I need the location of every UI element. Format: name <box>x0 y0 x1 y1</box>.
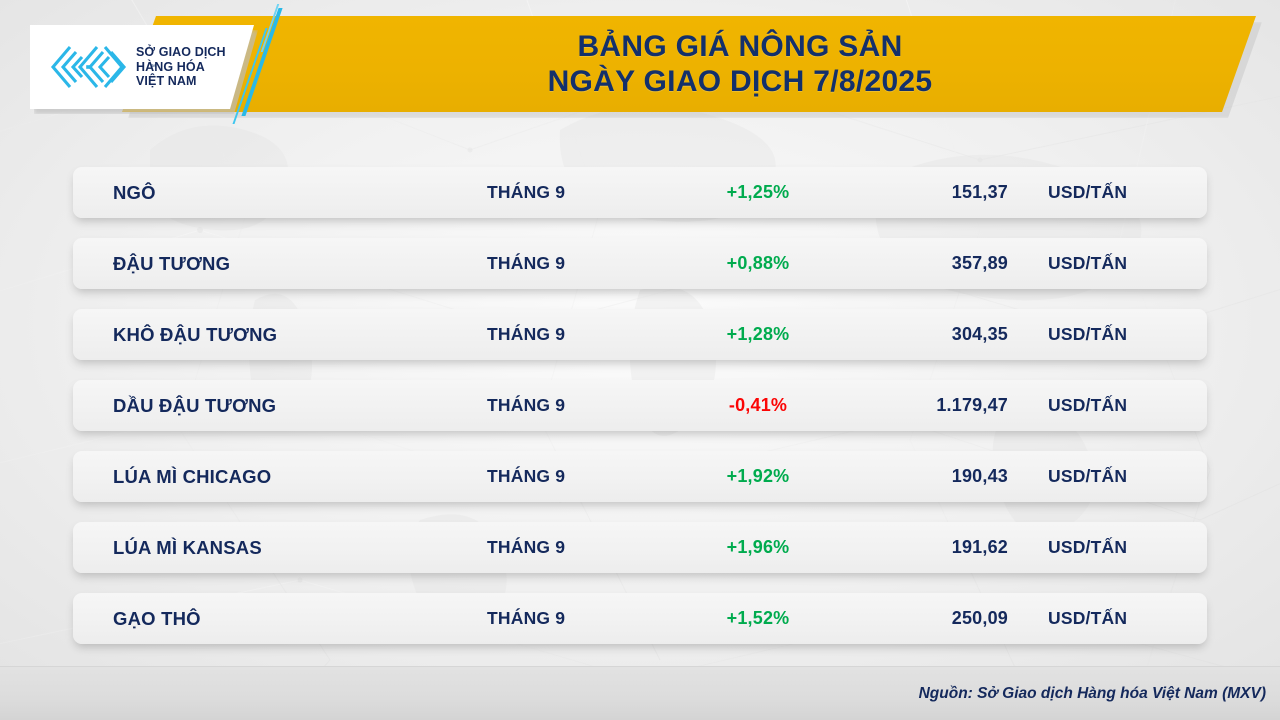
table-row[interactable]: NGÔ THÁNG 9 +1,25% 151,37 USD/TẤN <box>73 167 1207 218</box>
page-title: BẢNG GIÁ NÔNG SẢN NGÀY GIAO DỊCH 7/8/202… <box>290 16 1190 112</box>
trademark-icon: ™ <box>149 64 157 71</box>
contract-month: THÁNG 9 <box>487 324 566 344</box>
contract-month: THÁNG 9 <box>487 608 566 628</box>
page-title-line-1: BẢNG GIÁ NÔNG SẢN <box>577 29 903 63</box>
price-unit: USD/TẤN <box>1048 324 1128 344</box>
price-unit: USD/TẤN <box>1048 537 1128 557</box>
commodity-name: NGÔ <box>113 181 156 203</box>
brand-logo[interactable]: ™ SỞ GIAO DỊCH HÀNG HÓA VIỆT NAM <box>30 25 254 109</box>
contract-month: THÁNG 9 <box>487 537 566 557</box>
contract-month: THÁNG 9 <box>487 182 566 202</box>
banner-shape <box>122 16 1256 112</box>
price-value: 357,89 <box>951 253 1008 273</box>
table-row[interactable]: KHÔ ĐẬU TƯƠNG THÁNG 9 +1,28% 304,35 USD/TẤN <box>73 309 1207 360</box>
brand-line-3: VIỆT NAM <box>136 74 197 89</box>
brand-line-1: SỞ GIAO DỊCH <box>136 45 226 60</box>
mxv-chevron-logo-icon <box>50 45 127 89</box>
change-percent: +1,25% <box>726 182 790 202</box>
price-value: 1.179,47 <box>936 395 1008 415</box>
change-percent: +0,88% <box>726 253 790 273</box>
source-note: Nguồn: Sở Giao dịch Hàng hóa Việt Nam (M… <box>918 684 1266 702</box>
price-unit: USD/TẤN <box>1048 253 1128 273</box>
price-value: 191,62 <box>951 537 1008 557</box>
price-value: 151,37 <box>951 182 1008 202</box>
table-row[interactable]: LÚA MÌ KANSAS THÁNG 9 +1,96% 191,62 USD/TẤN <box>73 522 1207 573</box>
price-unit: USD/TẤN <box>1048 182 1128 202</box>
footer-bar: Nguồn: Sở Giao dịch Hàng hóa Việt Nam (M… <box>0 666 1280 720</box>
change-percent: +1,92% <box>726 466 790 486</box>
contract-month: THÁNG 9 <box>487 253 566 273</box>
commodity-name: LÚA MÌ CHICAGO <box>113 465 272 487</box>
price-value: 304,35 <box>951 324 1008 344</box>
price-unit: USD/TẤN <box>1048 608 1128 628</box>
contract-month: THÁNG 9 <box>487 466 566 486</box>
price-table: NGÔ THÁNG 9 +1,25% 151,37 USD/TẤN ĐẬU TƯƠNG TH… <box>73 167 1207 644</box>
price-unit: USD/TẤN <box>1048 466 1128 486</box>
change-percent: +1,96% <box>726 537 790 557</box>
table-row[interactable]: ĐẬU TƯƠNG THÁNG 9 +0,88% 357,89 USD/TẤN <box>73 238 1207 289</box>
table-row[interactable]: DẦU ĐẬU TƯƠNG THÁNG 9 -0,41% 1.179,47 USD/TẤ… <box>73 380 1207 431</box>
price-value: 190,43 <box>951 466 1008 486</box>
header-banner: ™ SỞ GIAO DỊCH HÀNG HÓA VIỆT NAM BẢNG GI… <box>0 0 1280 124</box>
table-row[interactable]: GẠO THÔ THÁNG 9 +1,52% 250,09 USD/TẤN <box>73 593 1207 644</box>
commodity-name: DẦU ĐẬU TƯƠNG <box>113 394 277 416</box>
change-percent: +1,52% <box>726 608 790 628</box>
page-title-line-2: NGÀY GIAO DỊCH 7/8/2025 <box>547 64 933 98</box>
change-percent: +1,28% <box>726 324 790 344</box>
price-unit: USD/TẤN <box>1048 395 1128 415</box>
commodity-name: KHÔ ĐẬU TƯƠNG <box>113 323 278 345</box>
price-value: 250,09 <box>951 608 1008 628</box>
table-row[interactable]: LÚA MÌ CHICAGO THÁNG 9 +1,92% 190,43 USD/TẤN <box>73 451 1207 502</box>
commodity-name: ĐẬU TƯƠNG <box>113 252 231 274</box>
commodity-name: LÚA MÌ KANSAS <box>113 536 262 558</box>
commodity-name: GẠO THÔ <box>113 607 201 629</box>
change-percent: -0,41% <box>728 395 788 415</box>
contract-month: THÁNG 9 <box>487 395 566 415</box>
